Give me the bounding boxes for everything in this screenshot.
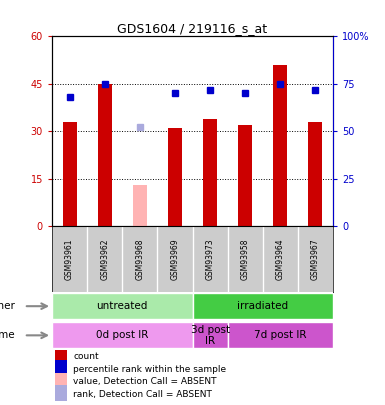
- Text: GSM93969: GSM93969: [171, 238, 179, 279]
- Text: percentile rank within the sample: percentile rank within the sample: [73, 364, 226, 373]
- Text: GSM93964: GSM93964: [276, 238, 285, 279]
- Bar: [168, 128, 182, 226]
- Text: GSM93968: GSM93968: [135, 238, 144, 279]
- Text: rank, Detection Call = ABSENT: rank, Detection Call = ABSENT: [73, 390, 212, 399]
- Text: value, Detection Call = ABSENT: value, Detection Call = ABSENT: [73, 377, 216, 386]
- Text: GSM93961: GSM93961: [65, 238, 74, 279]
- Bar: [52, 322, 192, 348]
- Text: untreated: untreated: [97, 301, 148, 311]
- Bar: [192, 322, 228, 348]
- Bar: [52, 293, 192, 319]
- Text: irradiated: irradiated: [237, 301, 288, 311]
- Bar: [55, 373, 67, 391]
- Text: GSM93973: GSM93973: [206, 238, 214, 279]
- Text: other: other: [0, 301, 15, 311]
- Text: GSM93962: GSM93962: [100, 238, 109, 279]
- Text: GSM93967: GSM93967: [311, 238, 320, 279]
- Text: count: count: [73, 352, 99, 361]
- Bar: [273, 65, 287, 226]
- Text: 0d post IR: 0d post IR: [96, 330, 149, 340]
- Text: 3d post
IR: 3d post IR: [191, 324, 229, 346]
- Bar: [238, 125, 252, 226]
- Title: GDS1604 / 219116_s_at: GDS1604 / 219116_s_at: [117, 22, 268, 35]
- Bar: [98, 84, 112, 226]
- Bar: [192, 293, 333, 319]
- Bar: [203, 119, 217, 226]
- Bar: [62, 122, 77, 226]
- Bar: [228, 322, 333, 348]
- Bar: [133, 185, 147, 226]
- Bar: [55, 360, 67, 378]
- Bar: [308, 122, 323, 226]
- Text: 7d post IR: 7d post IR: [254, 330, 306, 340]
- Text: time: time: [0, 330, 15, 340]
- Bar: [55, 347, 67, 365]
- Text: GSM93958: GSM93958: [241, 238, 250, 279]
- Bar: [55, 386, 67, 404]
